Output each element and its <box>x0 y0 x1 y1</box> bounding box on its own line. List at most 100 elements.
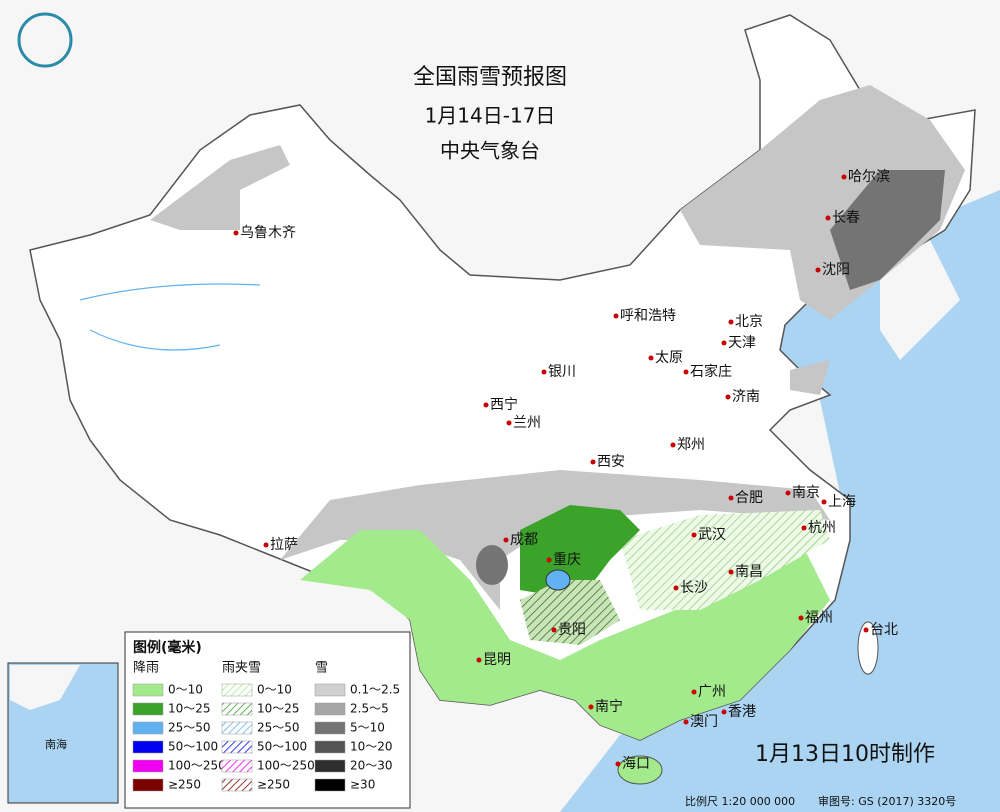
legend-swatch <box>221 702 253 716</box>
legend-label: 10～25 <box>257 702 300 716</box>
city-dot <box>801 525 807 531</box>
rivers <box>79 283 261 351</box>
legend-heading: 雨夹雪 <box>222 661 261 676</box>
city-dot <box>841 174 847 180</box>
city-label: 昆明 <box>483 652 511 668</box>
city-label: 贵阳 <box>558 622 586 638</box>
city-label: 福州 <box>805 610 833 626</box>
city-label: 南宁 <box>595 698 623 715</box>
legend-swatch <box>132 759 164 773</box>
city-label: 广州 <box>698 684 726 700</box>
city-label: 石家庄 <box>690 363 732 380</box>
sleet-middle <box>620 510 830 610</box>
legend-swatch <box>314 740 346 754</box>
city-label: 长春 <box>832 210 860 226</box>
city-label: 兰州 <box>513 415 541 431</box>
city-label: 沈阳 <box>822 262 850 278</box>
city-label: 合肥 <box>735 490 763 506</box>
city-dot <box>728 495 734 501</box>
legend-label: 25～50 <box>257 721 300 735</box>
legend-label: 100～250 <box>257 759 315 773</box>
city-label: 澳门 <box>690 714 718 730</box>
city-dot <box>728 319 734 325</box>
city-label: 长沙 <box>680 580 708 596</box>
city-label: 呼和浩特 <box>620 308 676 324</box>
legend-label: 50～100 <box>168 740 218 754</box>
taiwan <box>857 621 879 675</box>
city-dot <box>798 615 804 621</box>
legend-label: 10～25 <box>168 702 211 716</box>
city-dot <box>551 627 557 633</box>
city-label: 南京 <box>792 485 820 501</box>
snow-northeast-heavy <box>830 170 945 290</box>
city-label: 济南 <box>732 389 760 405</box>
legend-label: 10～20 <box>350 740 393 754</box>
legend-label: 2.5～5 <box>350 702 389 716</box>
legend-label: ≥250 <box>168 778 201 792</box>
issuer: 中央气象台 <box>440 139 540 163</box>
city-dot <box>825 215 831 221</box>
legend-heading: 雪 <box>315 661 328 676</box>
city-dot <box>541 369 547 375</box>
city-label: 上海 <box>828 494 856 510</box>
legend-swatch <box>314 721 346 735</box>
city-dot <box>673 585 679 591</box>
city-dot <box>233 230 239 236</box>
city-dot <box>588 704 594 710</box>
city-label: 杭州 <box>808 520 836 536</box>
legend-label: 100～250 <box>168 759 226 773</box>
city-label: 武汉 <box>698 527 726 543</box>
city-dot <box>506 420 512 426</box>
city-dot <box>613 313 619 319</box>
city-dot <box>590 459 596 465</box>
city-label: 西宁 <box>490 396 518 413</box>
legend-label: 20～30 <box>350 759 393 773</box>
legend-box <box>124 631 411 809</box>
inset-label: 南海 <box>45 737 67 751</box>
legend-swatch <box>314 683 346 697</box>
hainan <box>617 755 663 785</box>
city-dot <box>785 490 791 496</box>
city-dot <box>728 569 734 575</box>
city-dot <box>821 499 827 505</box>
city-label: 台北 <box>870 622 898 638</box>
city-dot <box>863 627 869 633</box>
korea <box>880 240 960 360</box>
legend-swatch <box>221 721 253 735</box>
legend-label: 50～100 <box>257 740 307 754</box>
city-label: 郑州 <box>677 437 705 453</box>
date-range: 1月14日-17日 <box>425 104 556 128</box>
city-label: 银川 <box>548 364 576 380</box>
issued-time: 1月13日10时制作 <box>755 742 935 767</box>
legend-label: 0～10 <box>168 683 203 697</box>
legend-label: ≥30 <box>350 778 375 792</box>
legend-swatch <box>132 740 164 754</box>
city-label: 北京 <box>735 314 763 330</box>
legend-label: 0.1～2.5 <box>350 683 400 697</box>
city-label: 哈尔滨 <box>848 169 890 185</box>
city-dot <box>683 719 689 725</box>
legend-swatch <box>221 740 253 754</box>
city-label: 西安 <box>597 454 625 470</box>
legend: 降雨 0～10 10～25 25～50 50～100 100～250 ≥250 雨夹雪 0～10… <box>132 661 400 792</box>
logo <box>17 12 73 68</box>
city-label: 成都 <box>510 532 538 548</box>
legend-swatch <box>314 759 346 773</box>
city-dot <box>648 355 654 361</box>
title: 全国雨雪预报图 <box>413 65 567 90</box>
legend-title: 图例(毫米) <box>133 639 202 656</box>
legend-swatch <box>221 683 253 697</box>
legend-swatch <box>132 683 164 697</box>
snow-xinjiang <box>150 145 290 230</box>
city-dot <box>691 689 697 695</box>
legend-label: 25～50 <box>168 721 211 735</box>
city-dot <box>263 542 269 548</box>
city-label: 太原 <box>655 350 683 366</box>
city-dot <box>815 267 821 273</box>
legend-label: ≥250 <box>257 778 290 792</box>
city-label: 海口 <box>622 756 650 772</box>
city-label: 香港 <box>728 704 756 720</box>
